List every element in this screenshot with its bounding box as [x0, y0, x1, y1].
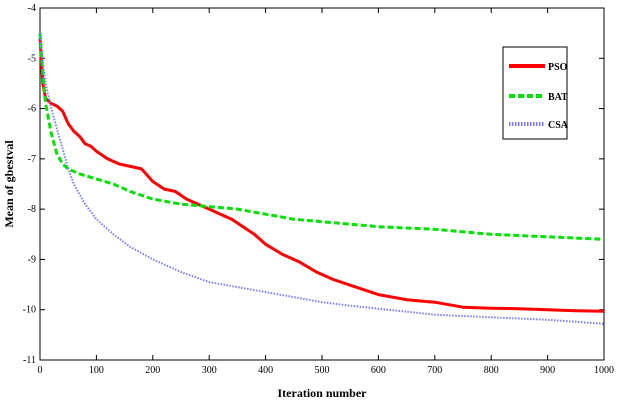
- y-tick-label: -5: [28, 53, 36, 64]
- x-tick-label: 0: [38, 365, 43, 376]
- x-tick-label: 100: [89, 365, 104, 376]
- y-tick-label: -6: [28, 104, 36, 115]
- x-tick-label: 300: [202, 365, 217, 376]
- y-tick-label: -7: [28, 154, 36, 165]
- x-tick-label: 400: [258, 365, 273, 376]
- series-line-pso: [38, 38, 605, 313]
- x-tick-label: 900: [540, 365, 555, 376]
- y-tick-label: -4: [28, 3, 36, 14]
- x-tick-label: 800: [484, 365, 499, 376]
- x-axis-label: Iteration number: [278, 386, 368, 400]
- x-axis: 0 100 200 300 400 500 600 700 800 900 1000: [38, 8, 614, 376]
- y-tick-label: -9: [28, 254, 36, 265]
- series-layer: [38, 32, 605, 325]
- y-axis-label: Mean of gbestval: [2, 140, 16, 228]
- series-line-csa: [39, 33, 605, 325]
- y-axis: -4 -5 -6 -7 -8 -9 -10 -11: [23, 3, 604, 366]
- legend-label-pso: PSO: [548, 62, 568, 73]
- legend-label-bat: BAT: [548, 92, 568, 103]
- legend: PSO BAT CSA: [502, 46, 569, 140]
- y-tick-label: -11: [23, 355, 36, 366]
- x-tick-label: 1000: [594, 365, 614, 376]
- series-line-bat: [38, 32, 605, 241]
- y-tick-label: -8: [28, 204, 36, 215]
- x-tick-label: 600: [371, 365, 386, 376]
- x-tick-label: 200: [145, 365, 160, 376]
- legend-label-csa: CSA: [548, 120, 569, 131]
- x-tick-label: 700: [427, 365, 442, 376]
- x-tick-label: 500: [315, 365, 330, 376]
- legend-box: [502, 46, 568, 140]
- y-tick-label: -10: [23, 305, 36, 316]
